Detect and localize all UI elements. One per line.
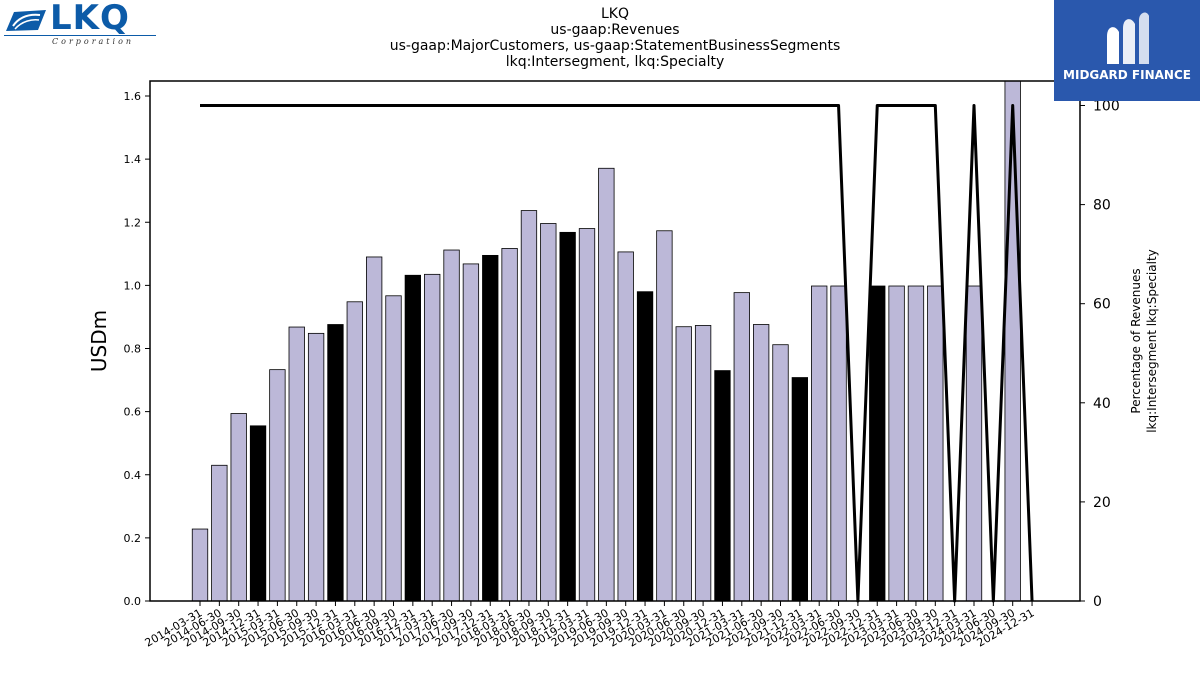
bar (230, 413, 247, 602)
bar (520, 210, 538, 602)
y-tick-label: 1.2 (124, 216, 142, 229)
bar (791, 377, 808, 602)
y-axis: 0.0 0.2 0.4 0.6 0.8 1.0 1.2 1.4 1.6 (124, 90, 150, 608)
bar (1004, 80, 1021, 602)
lkq-logo-text: LKQ (50, 0, 130, 38)
bar (540, 223, 557, 602)
chart-title: LKQ us-gaap:Revenues us-gaap:MajorCustom… (315, 6, 915, 70)
bar (211, 464, 228, 602)
bar (482, 254, 499, 602)
y2-tick-label: 100 (1093, 99, 1120, 115)
y2-tick-label: 40 (1093, 396, 1111, 412)
chart-title-line-2: us-gaap:Revenues (550, 22, 680, 38)
y2-axis: 0 20 40 60 80 100 (1080, 99, 1120, 610)
y-tick-label: 0.0 (124, 595, 142, 608)
percentage-line (200, 104, 1034, 603)
bar (191, 528, 209, 602)
bar (327, 324, 344, 602)
y-axis-label: USDm (87, 310, 111, 372)
bar (888, 285, 905, 602)
midgard-finance-logo: MIDGARD FINANCE (1054, 0, 1200, 101)
bar (753, 324, 770, 602)
bar (307, 332, 325, 602)
bar (578, 228, 596, 602)
bar (869, 285, 886, 602)
y-tick-label: 1.6 (124, 90, 142, 103)
bar (346, 301, 363, 602)
bar (714, 370, 731, 602)
y-tick-label: 0.4 (124, 469, 142, 482)
bar (733, 292, 750, 602)
y2-axis-label-line-2: lkq:Intersegment lkq:Specialty (1145, 249, 1159, 433)
bar (675, 326, 692, 602)
bar (365, 256, 383, 602)
plot-frame (149, 80, 1081, 602)
bar (598, 167, 615, 602)
bar (559, 231, 576, 602)
y-tick-label: 0.8 (124, 343, 142, 356)
bar (385, 295, 402, 602)
y2-tick-label: 60 (1093, 297, 1111, 313)
lkq-logo-subtext: Corporation (52, 37, 135, 46)
y2-tick-label: 0 (1093, 594, 1102, 610)
bar (965, 285, 983, 602)
y2-tick-label: 80 (1093, 198, 1111, 214)
bar (636, 291, 654, 602)
x-axis: 2014-03-312014-06-302014-09-302014-12-31… (143, 601, 1037, 650)
lkq-logo: LKQ Corporation (4, 0, 160, 48)
bar (404, 274, 422, 602)
bar (443, 249, 460, 602)
bar (656, 230, 673, 602)
chart-title-line-4: lkq:Intersegment, lkq:Specialty (505, 54, 725, 70)
bars-layer (191, 80, 1021, 602)
bar (501, 248, 518, 602)
bar (462, 263, 480, 602)
bar (772, 344, 789, 602)
y2-tick-label: 20 (1093, 495, 1111, 511)
y2-axis-label-line-1: Percentage of Revenues (1129, 268, 1143, 413)
y-tick-label: 1.4 (124, 153, 142, 166)
percentage-line-layer (200, 104, 1034, 603)
bar (424, 273, 441, 602)
y-tick-label: 0.6 (124, 406, 142, 419)
chart-title-line-3: us-gaap:MajorCustomers, us-gaap:Statemen… (389, 38, 841, 54)
y-tick-label: 1.0 (124, 279, 142, 292)
lkq-logo-mark-icon (6, 10, 46, 31)
bar (617, 251, 634, 602)
midgard-logo-mark-icon (1107, 12, 1149, 64)
bar (288, 326, 305, 602)
bar (811, 285, 828, 602)
bar (907, 285, 925, 602)
lkq-logo-divider (4, 35, 156, 36)
midgard-logo-text: MIDGARD FINANCE (1063, 68, 1191, 82)
y-tick-label: 0.2 (124, 532, 142, 545)
bar (694, 325, 712, 602)
bar (927, 285, 944, 602)
bar (249, 425, 267, 602)
chart-title-line-1: LKQ (601, 6, 629, 22)
bar (269, 369, 286, 602)
bar (830, 285, 847, 602)
